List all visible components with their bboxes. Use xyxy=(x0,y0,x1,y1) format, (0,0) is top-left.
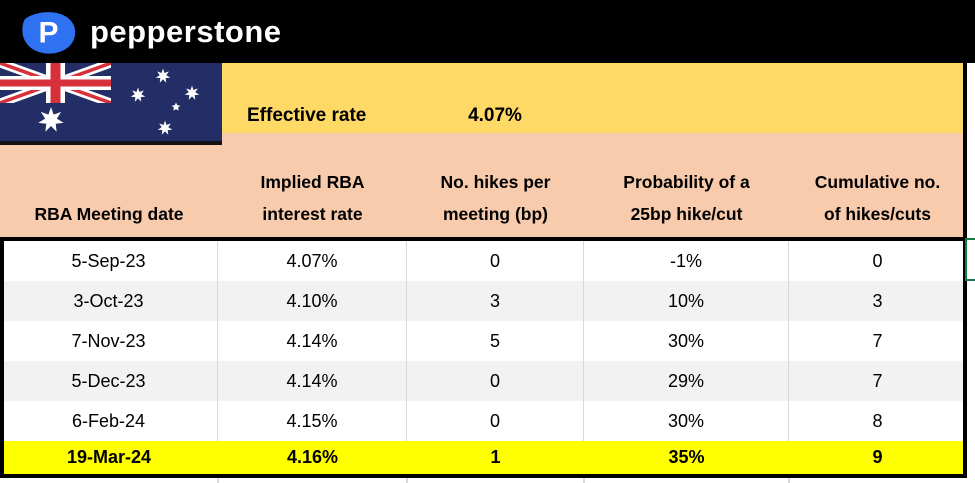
brand-bar: P pepperstone xyxy=(0,0,975,63)
cell-implied-rate[interactable]: 4.14% xyxy=(218,361,407,401)
cell-meeting-date[interactable]: 5-Dec-23 xyxy=(0,361,218,401)
cell-probability[interactable]: 10% xyxy=(584,281,789,321)
cell-meeting-date[interactable]: 5-Sep-23 xyxy=(0,241,218,281)
cell-probability[interactable]: -1% xyxy=(584,241,789,281)
effective-rate-value[interactable]: 4.07% xyxy=(468,105,522,126)
column-header-probability[interactable]: Probability of a 25bp hike/cut xyxy=(623,172,750,224)
flag-underline xyxy=(0,141,222,145)
cell-cumulative[interactable]: 7 xyxy=(872,330,883,351)
effective-rate-banner: Effective rate 4.07% xyxy=(222,63,963,133)
cell-probability[interactable]: 29% xyxy=(584,361,789,401)
cell-implied-rate[interactable]: 4.07% xyxy=(218,241,407,281)
cell-hikes-per-meeting[interactable]: 5 xyxy=(407,321,584,361)
star-epsilon xyxy=(171,102,181,111)
rate-table: 5-Sep-23 4.07% 0 -1% 0 3-Oct-23 4.10% 3 … xyxy=(0,241,966,474)
star-gamma xyxy=(155,68,171,83)
brand-name: pepperstone xyxy=(90,14,282,49)
cell-meeting-date[interactable]: 19-Mar-24 xyxy=(66,447,152,467)
gridline xyxy=(406,478,408,483)
cell-cumulative[interactable]: 0 xyxy=(872,250,883,271)
table-bottom-border xyxy=(0,474,967,478)
header-bottom-border xyxy=(0,237,967,241)
cell-hikes-per-meeting[interactable]: 1 xyxy=(490,447,501,467)
column-header-implied-rate[interactable]: Implied RBA interest rate xyxy=(260,172,365,224)
table-row: 5-Dec-23 4.14% 0 29% 7 xyxy=(0,361,966,401)
gridline xyxy=(788,478,790,483)
cell-hikes-per-meeting[interactable]: 0 xyxy=(407,361,584,401)
cell-cumulative[interactable]: 7 xyxy=(872,370,883,391)
cell-probability[interactable]: 30% xyxy=(584,401,789,441)
table-row: 5-Sep-23 4.07% 0 -1% 0 xyxy=(0,241,966,281)
selected-cell[interactable] xyxy=(965,238,975,281)
gridline xyxy=(583,478,585,483)
star-beta xyxy=(130,87,146,102)
cell-meeting-date[interactable]: 7-Nov-23 xyxy=(0,321,218,361)
table-row-highlighted: 19-Mar-24 4.16% 1 35% 9 xyxy=(0,441,966,474)
table-row: 3-Oct-23 4.10% 3 10% 3 xyxy=(0,281,966,321)
cell-implied-rate[interactable]: 4.15% xyxy=(218,401,407,441)
table-header-band xyxy=(0,133,966,237)
cell-implied-rate[interactable]: 4.10% xyxy=(218,281,407,321)
cell-hikes-per-meeting[interactable]: 0 xyxy=(407,401,584,441)
cell-meeting-date[interactable]: 6-Feb-24 xyxy=(0,401,218,441)
commonwealth-star xyxy=(38,107,64,132)
pepperstone-logo-icon: P xyxy=(22,12,76,54)
cell-probability[interactable]: 30% xyxy=(584,321,789,361)
table-row: 7-Nov-23 4.14% 5 30% 7 xyxy=(0,321,966,361)
table-row: 6-Feb-24 4.15% 0 30% 8 xyxy=(0,401,966,441)
cell-cumulative[interactable]: 3 xyxy=(872,290,883,311)
cell-implied-rate[interactable]: 4.16% xyxy=(286,447,339,467)
column-header-meeting-date[interactable]: RBA Meeting date xyxy=(34,204,184,224)
australia-flag xyxy=(0,63,222,143)
column-header-cumulative[interactable]: Cumulative no. of hikes/cuts xyxy=(814,172,941,224)
column-header-hikes-per-meeting[interactable]: No. hikes per meeting (bp) xyxy=(440,172,551,224)
star-alpha xyxy=(157,120,173,135)
svg-text:P: P xyxy=(38,17,58,50)
gridline xyxy=(217,478,219,483)
cell-meeting-date[interactable]: 3-Oct-23 xyxy=(0,281,218,321)
cell-probability[interactable]: 35% xyxy=(668,447,705,467)
cell-hikes-per-meeting[interactable]: 3 xyxy=(407,281,584,321)
star-delta xyxy=(184,85,200,100)
cell-cumulative[interactable]: 8 xyxy=(872,410,883,431)
cell-cumulative[interactable]: 9 xyxy=(872,447,883,467)
effective-rate-label: Effective rate xyxy=(247,105,367,126)
cell-implied-rate[interactable]: 4.14% xyxy=(218,321,407,361)
cell-hikes-per-meeting[interactable]: 0 xyxy=(407,241,584,281)
table-left-border xyxy=(0,241,4,474)
